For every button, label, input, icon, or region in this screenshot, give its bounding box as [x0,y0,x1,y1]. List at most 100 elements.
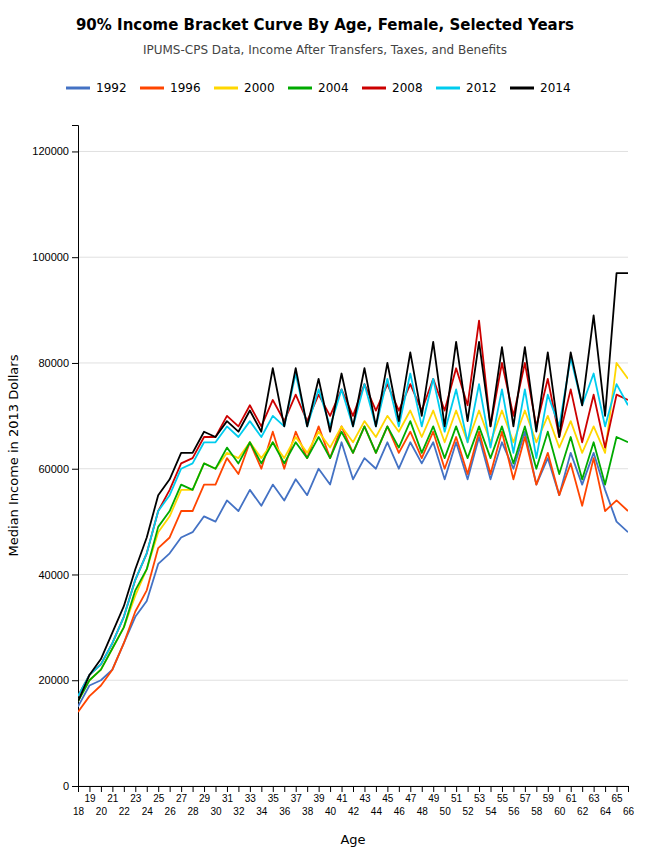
x-tick-label: 56 [508,806,520,817]
x-tick-mark [628,786,629,792]
series-line [78,421,628,701]
x-tick-label: 39 [314,793,326,804]
legend-swatch [436,87,460,90]
x-tick-label: 18 [73,806,85,817]
x-tick: 37 [291,786,303,804]
x-tick-mark [445,786,446,792]
plot: 0200004000060000800001000001200001819202… [32,126,634,818]
x-tick-label: 43 [359,793,371,804]
x-tick: 41 [336,786,348,804]
x-tick-mark [89,786,90,792]
x-tick: 42 [348,786,360,817]
x-tick-label: 53 [474,793,486,804]
x-tick-label: 62 [577,806,589,817]
x-tick-label: 47 [405,793,417,804]
x-tick-mark [364,786,365,792]
x-tick-mark [559,786,560,792]
x-tick: 34 [256,786,268,817]
x-tick-mark [399,786,400,792]
x-tick-mark [227,786,228,792]
x-tick-mark [170,786,171,792]
subtitle: IPUMS-CPS Data, Income After Transfers, … [143,43,507,57]
x-tick-label: 42 [348,806,360,817]
x-tick: 66 [623,786,635,817]
x-tick-label: 28 [188,806,200,817]
x-tick: 31 [222,786,234,804]
x-tick-label: 25 [153,793,165,804]
x-tick: 25 [153,786,165,804]
x-tick-mark [319,786,320,792]
legend-swatch [510,87,534,90]
x-tick: 59 [543,786,555,804]
x-tick-label: 44 [371,806,383,817]
x-tick: 24 [142,786,154,817]
x-tick: 27 [176,786,188,804]
legend-label: 2014 [540,81,571,95]
x-tick-label: 26 [165,806,177,817]
x-tick-mark [582,786,583,792]
y-tick-label: 80000 [38,357,69,369]
legend-label: 2012 [466,81,497,95]
x-tick-mark [250,786,251,792]
y-axis-title: Median Income in 2013 Dollars [6,354,21,556]
x-tick-label: 36 [279,806,291,817]
x-tick-mark [124,786,125,792]
x-tick: 35 [268,786,280,804]
x-tick: 39 [314,786,326,804]
x-tick-mark [491,786,492,792]
x-tick-label: 27 [176,793,188,804]
x-tick: 56 [508,786,520,817]
x-tick-label: 40 [325,806,337,817]
x-tick-label: 61 [566,793,578,804]
x-tick: 32 [233,786,245,817]
x-tick-mark [410,786,411,792]
x-tick-label: 24 [142,806,154,817]
x-tick: 52 [463,786,475,817]
x-tick: 47 [405,786,417,804]
y-tick: 120000 [32,145,78,157]
x-tick-label: 66 [623,806,635,817]
y-tick-label: 100000 [32,251,69,263]
x-tick-label: 58 [531,806,543,817]
series-line [78,273,628,701]
x-tick: 44 [371,786,383,817]
grid [78,151,628,786]
x-tick: 45 [382,786,394,804]
y-axis-line [72,126,79,787]
y-tick: 40000 [38,569,78,581]
x-tick-label: 54 [485,806,497,817]
x-tick: 64 [600,786,612,817]
x-tick-mark [112,786,113,792]
x-tick: 57 [520,786,532,804]
lines [78,273,628,712]
x-tick: 55 [497,786,509,804]
x-tick-mark [433,786,434,792]
x-tick-label: 29 [199,793,211,804]
x-tick-label: 48 [417,806,429,817]
x-tick-label: 31 [222,793,234,804]
x-tick: 28 [188,786,200,817]
x-tick-label: 41 [336,793,348,804]
x-tick: 62 [577,786,589,817]
x-tick-mark [502,786,503,792]
x-tick: 38 [302,786,314,817]
x-tick-label: 20 [96,806,108,817]
legend-swatch [66,87,90,90]
y-tick-mark [72,257,78,258]
x-tick-mark [101,786,102,792]
x-tick-label: 60 [554,806,566,817]
x-tick: 19 [84,786,96,804]
x-tick-mark [605,786,606,792]
legend-item: 1996 [140,81,201,95]
y-tick-mark [72,680,78,681]
x-tick-mark [193,786,194,792]
x-tick: 43 [359,786,371,804]
x-tick-label: 63 [589,793,601,804]
x-tick: 21 [107,786,119,804]
x-tick-mark [158,786,159,792]
y-tick-label: 40000 [38,569,69,581]
legend-label: 2000 [244,81,275,95]
x-tick: 53 [474,786,486,804]
legend: 1992199620002004200820122014 [66,81,571,95]
x-tick-label: 45 [382,793,394,804]
